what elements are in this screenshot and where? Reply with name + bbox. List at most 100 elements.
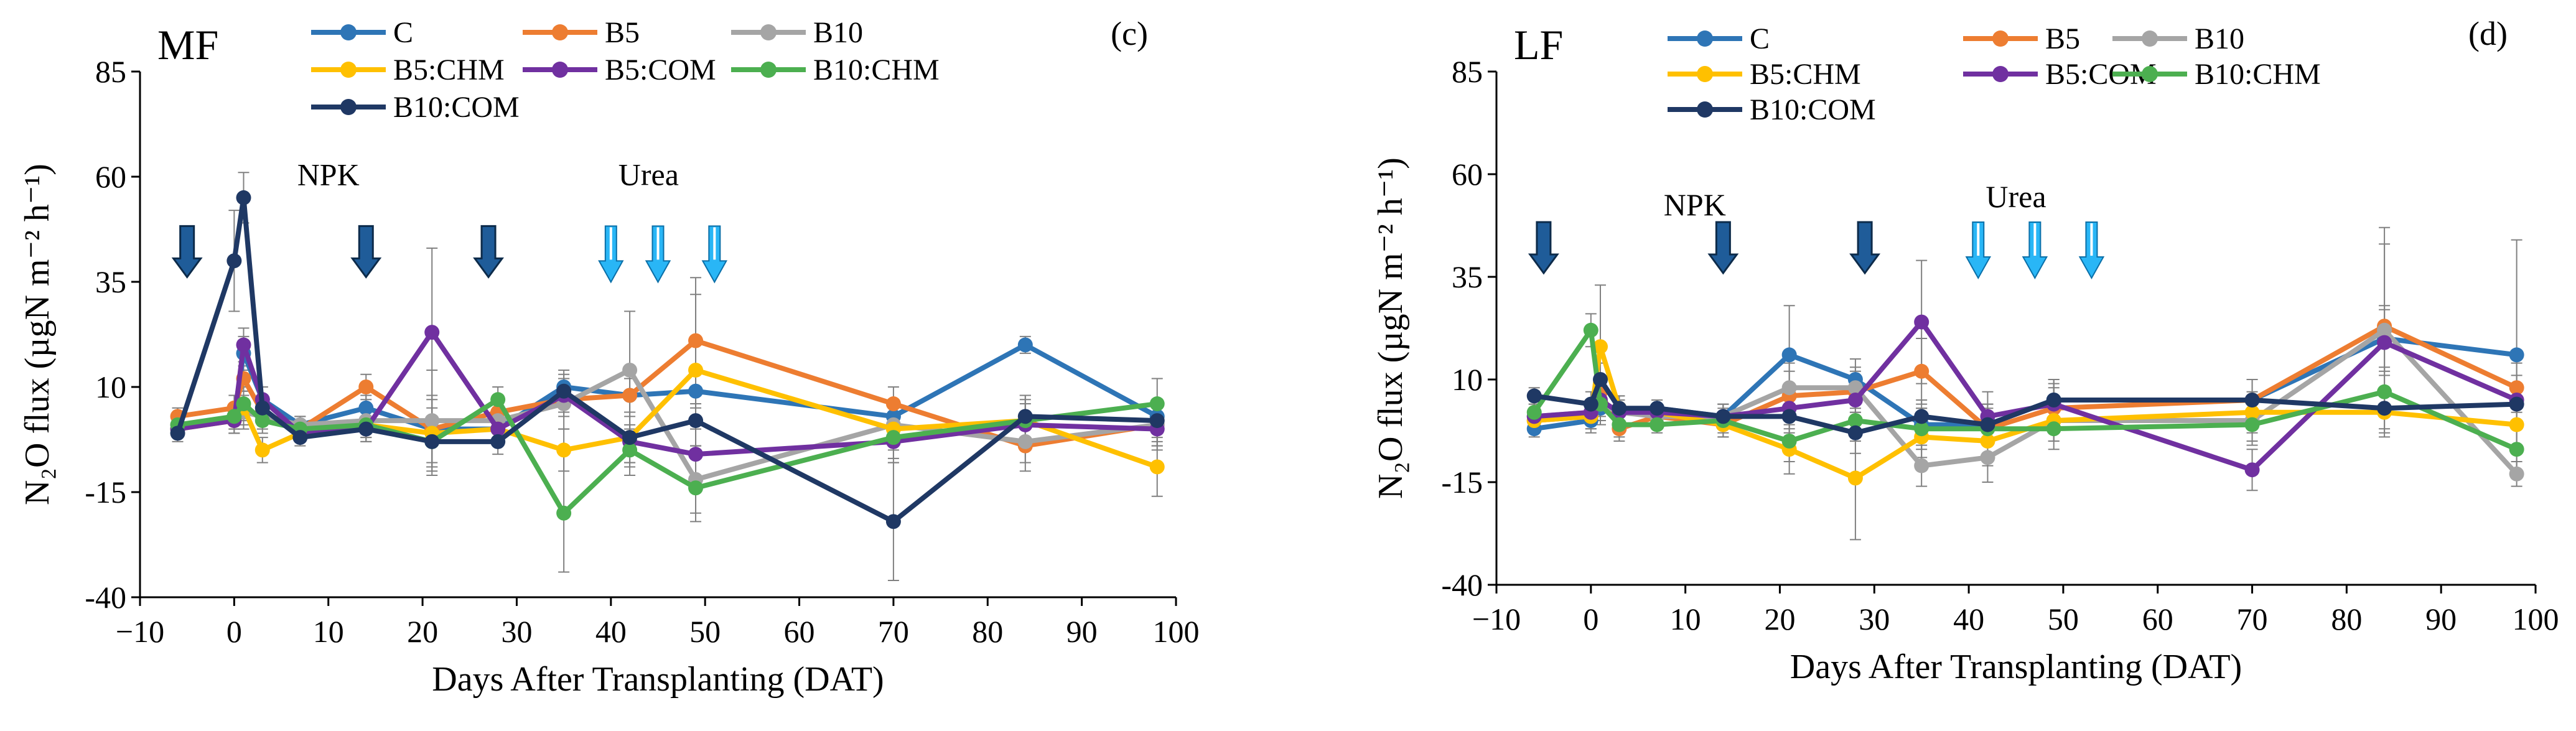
x-tick-label: 90 <box>2425 602 2457 636</box>
y-tick-label: -40 <box>85 580 126 615</box>
x-tick-label: 40 <box>1953 602 1984 636</box>
x-tick-label: 70 <box>878 614 909 649</box>
data-point-b10-com <box>490 434 506 449</box>
data-point-c <box>1781 347 1797 363</box>
legend-marker-b5-com <box>1992 66 2009 82</box>
data-point-b10-chm <box>1847 413 1863 428</box>
data-point-b5 <box>1914 363 1930 379</box>
data-point-b5-chm <box>1980 434 1995 449</box>
legend-marker-b10-com <box>1697 101 1713 118</box>
data-point-b10-chm <box>490 392 506 407</box>
data-point-b10-chm <box>236 396 251 412</box>
data-point-b10-com <box>170 426 185 441</box>
y-tick-label: 85 <box>95 54 126 89</box>
legend-marker-b5 <box>552 24 568 40</box>
x-tick-label: 30 <box>501 614 532 649</box>
x-tick-label: 10 <box>1670 602 1701 636</box>
data-point-b10-com <box>226 253 242 269</box>
series-line-b5-chm <box>1534 344 2518 481</box>
data-point-b10-chm <box>226 409 242 424</box>
x-tick-label: −10 <box>116 614 164 649</box>
data-point-b5 <box>2509 380 2524 396</box>
data-point-b5-chm <box>2244 404 2260 420</box>
legend-label-b10: B10 <box>813 16 863 49</box>
annotation-urea: Urea <box>1986 179 2046 214</box>
legend-label-b10-com: B10:COM <box>1750 93 1876 126</box>
data-point-b5-chm <box>556 442 572 458</box>
legend-label-b10-com: B10:COM <box>393 91 520 124</box>
data-point-b5-com <box>424 325 440 340</box>
data-point-b10-chm <box>1583 322 1598 338</box>
data-point-b10-com <box>556 383 572 399</box>
data-point-b10 <box>1847 380 1863 396</box>
data-point-b10-chm <box>1914 421 1930 437</box>
legend-marker-b10-com <box>340 99 357 115</box>
series-line-b10 <box>1534 327 2519 476</box>
legend-marker-b10 <box>760 24 777 40</box>
y-tick-label: 35 <box>95 264 126 299</box>
data-point-b10-com <box>1149 413 1165 429</box>
series-line-b5-chm <box>177 367 1159 470</box>
data-point-b5-com <box>1847 393 1863 407</box>
chart-panel-lf: -40 -15 10 35 60 85 −10 0 10 20 30 40 50 60 70 80 90 100 D… <box>1371 15 2559 686</box>
data-point-b10-chm <box>1149 396 1165 412</box>
x-tick-label: 50 <box>2048 602 2079 636</box>
data-point-b10-chm <box>622 442 638 458</box>
data-point-b10-com <box>1847 425 1863 440</box>
legend-marker-b5-com <box>552 62 568 78</box>
data-point-b5-chm <box>1847 470 1863 486</box>
y-tick-label: -15 <box>85 475 126 510</box>
data-point-b5 <box>688 333 704 348</box>
data-point-b10-com <box>1017 409 1033 424</box>
data-point-b10-com <box>1612 401 1627 416</box>
legend-marker-b10-chm <box>2142 66 2158 82</box>
x-axis-title: Days After Transplanting (DAT) <box>432 660 884 699</box>
x-tick-label: 20 <box>1764 602 1795 636</box>
data-point-b10-com <box>1715 409 1731 424</box>
data-point-b10-chm <box>1781 434 1797 449</box>
data-point-c <box>2509 347 2524 363</box>
annotation-urea: Urea <box>618 157 679 192</box>
data-point-b10-com <box>358 421 374 437</box>
panel-label: LF <box>1514 21 1563 68</box>
data-point-b10-com <box>1526 388 1542 404</box>
data-point-b10-com <box>1980 417 1995 432</box>
data-point-b10-com <box>2244 393 2260 407</box>
data-point-b10-com <box>2046 393 2061 407</box>
legend-label-b10-chm: B10:CHM <box>813 54 940 86</box>
legend-label-c: C <box>393 16 413 49</box>
data-point-b5 <box>622 388 638 403</box>
npk-arrow-icon <box>350 225 382 279</box>
data-point-b10-com <box>1593 372 1608 387</box>
legend-label-c: C <box>1750 22 1770 55</box>
data-point-b5-com <box>1914 314 1930 330</box>
legend-marker-c <box>1697 30 1713 47</box>
data-point-b10-com <box>622 430 638 445</box>
npk-arrow-icon <box>1707 221 1739 275</box>
data-point-b5 <box>885 396 901 412</box>
data-point-b10-com <box>254 400 270 416</box>
annotation-npk: NPK <box>1664 187 1726 222</box>
legend-label-b10-chm: B10:CHM <box>2195 58 2321 91</box>
y-tick-label: -40 <box>1441 567 1483 602</box>
x-tick-label: 80 <box>2331 602 2362 636</box>
legend-label-b5-chm: B5:CHM <box>1750 58 1861 91</box>
x-tick-label: 60 <box>2142 602 2173 636</box>
x-tick-label: 20 <box>407 614 438 649</box>
legend-marker-c <box>340 24 357 40</box>
y-tick-label: 85 <box>1452 54 1483 89</box>
panel-corner-label: (c) <box>1111 15 1148 52</box>
x-tick-label: 100 <box>1153 614 1200 649</box>
x-tick-label: 100 <box>2513 602 2559 636</box>
data-point-b10 <box>1781 380 1797 396</box>
data-point-b5-chm <box>2509 417 2524 432</box>
data-point-b5-com <box>2377 335 2392 350</box>
data-point-b10-chm <box>688 480 704 496</box>
data-point-b10 <box>1980 450 1995 465</box>
legend-label-b5: B5 <box>2045 22 2080 55</box>
x-tick-label: 10 <box>313 614 344 649</box>
y-tick-label: -15 <box>1441 465 1483 500</box>
legend-marker-b5-chm <box>340 62 357 78</box>
